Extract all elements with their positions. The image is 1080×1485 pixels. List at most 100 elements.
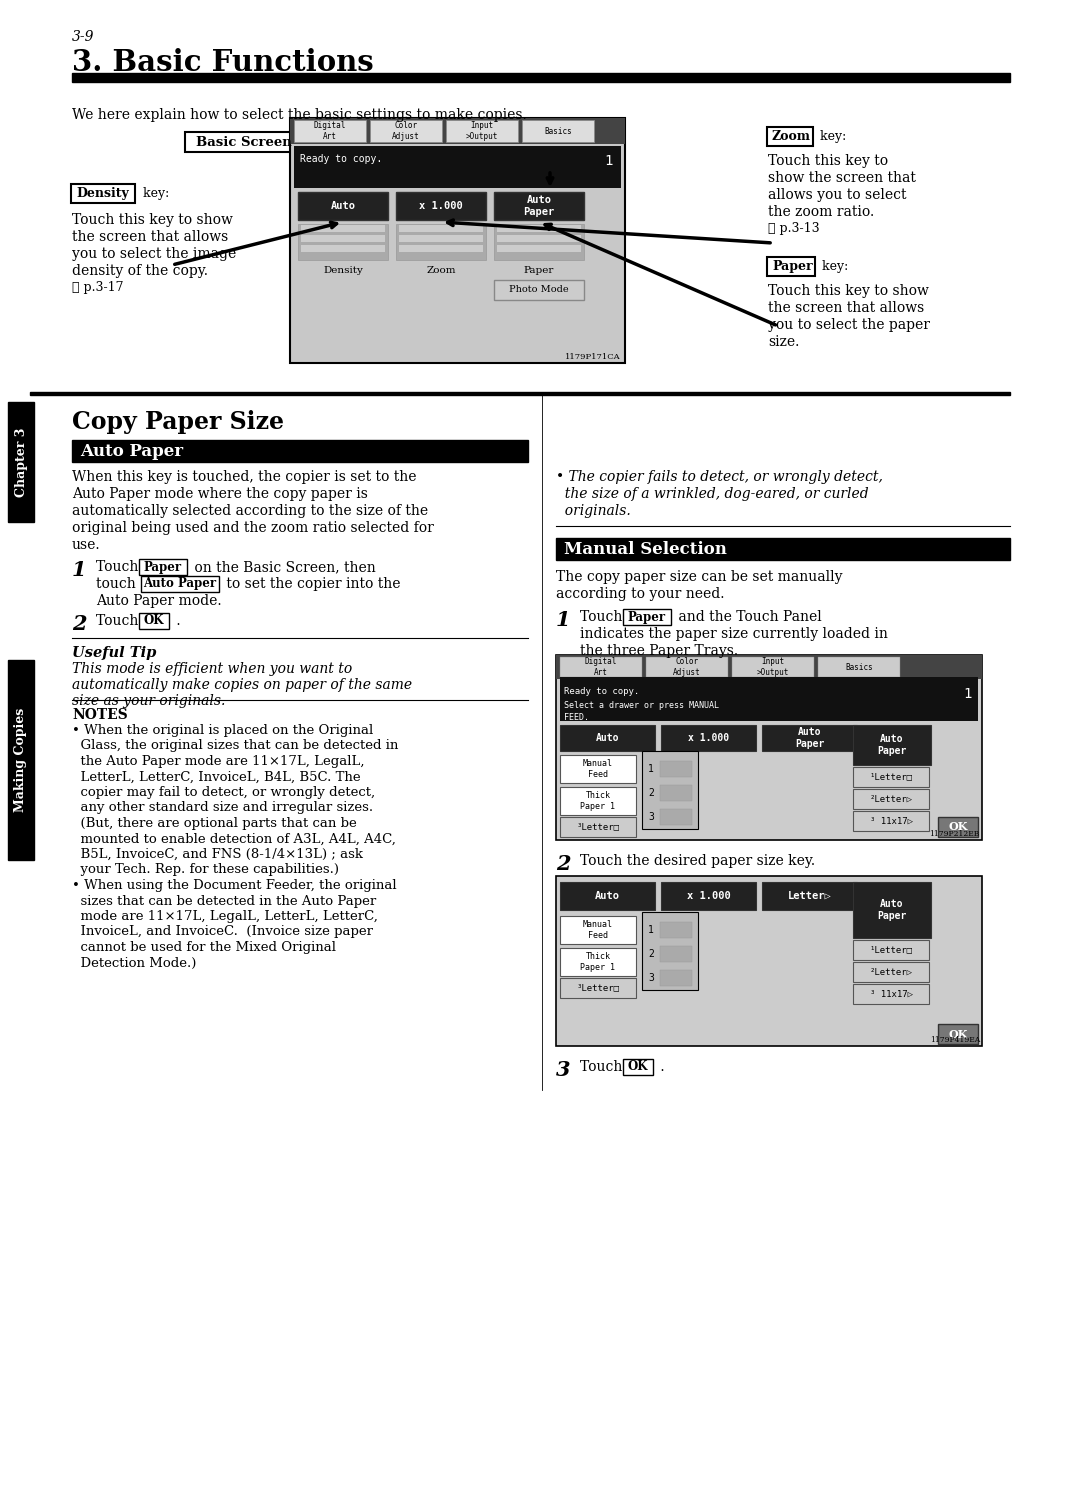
Bar: [660, 809, 692, 826]
Text: mode are 11×17L, LegalL, LetterL, LetterC,: mode are 11×17L, LegalL, LetterL, Letter…: [72, 910, 378, 924]
Text: indicates the paper size currently loaded in: indicates the paper size currently loade…: [580, 627, 888, 642]
Text: and the Touch Panel: and the Touch Panel: [674, 610, 822, 624]
Bar: [660, 786, 692, 800]
Text: Auto Paper mode.: Auto Paper mode.: [96, 594, 221, 607]
Text: you to select the image: you to select the image: [72, 247, 237, 261]
Text: use.: use.: [72, 538, 100, 552]
Text: the size of a wrinkled, dog-eared, or curled: the size of a wrinkled, dog-eared, or cu…: [556, 487, 868, 500]
Bar: [497, 235, 581, 242]
Text: Glass, the original sizes that can be detected in: Glass, the original sizes that can be de…: [72, 740, 399, 753]
Text: 1: 1: [963, 688, 972, 701]
Text: 1179P212EB: 1179P212EB: [930, 830, 980, 838]
Text: automatically selected according to the size of the: automatically selected according to the …: [72, 503, 428, 518]
Text: Auto: Auto: [595, 891, 620, 901]
Bar: [497, 245, 581, 252]
Text: Touch the desired paper size key.: Touch the desired paper size key.: [580, 854, 815, 869]
Text: Copy Paper Size: Copy Paper Size: [72, 410, 284, 434]
Text: This mode is efficient when you want to: This mode is efficient when you want to: [72, 662, 352, 676]
Text: Thick
Paper 1: Thick Paper 1: [581, 952, 616, 971]
Text: Density: Density: [76, 187, 129, 200]
Bar: [660, 922, 692, 939]
Text: ²Letter▷: ²Letter▷: [869, 968, 913, 977]
Text: Basics: Basics: [846, 662, 873, 671]
Text: 1: 1: [605, 154, 613, 168]
Bar: [561, 677, 978, 722]
FancyBboxPatch shape: [494, 192, 584, 220]
Text: 3: 3: [648, 812, 653, 823]
FancyBboxPatch shape: [561, 725, 654, 751]
Text: Auto
Paper: Auto Paper: [524, 195, 555, 217]
Bar: [561, 656, 642, 677]
Bar: [522, 120, 594, 143]
Text: Color
Adjust: Color Adjust: [392, 122, 420, 141]
FancyBboxPatch shape: [561, 882, 654, 910]
FancyBboxPatch shape: [71, 184, 135, 203]
Text: Auto
Paper: Auto Paper: [795, 728, 824, 748]
Text: OK: OK: [948, 1029, 968, 1040]
Text: Manual Selection: Manual Selection: [564, 541, 727, 557]
FancyBboxPatch shape: [298, 192, 388, 220]
FancyBboxPatch shape: [762, 882, 858, 910]
FancyBboxPatch shape: [661, 882, 756, 910]
Text: 3: 3: [648, 973, 653, 983]
Text: Digital
Art: Digital Art: [314, 122, 347, 141]
Text: size.: size.: [768, 336, 799, 349]
Text: the screen that allows: the screen that allows: [768, 301, 924, 315]
Text: ³ 11x17▷: ³ 11x17▷: [869, 817, 913, 826]
Text: Zoom: Zoom: [427, 266, 456, 275]
Bar: [556, 538, 1010, 560]
Text: sizes that can be detected in the Auto Paper: sizes that can be detected in the Auto P…: [72, 894, 376, 907]
Text: .: .: [656, 1060, 664, 1074]
Text: • The copier fails to detect, or wrongly detect,: • The copier fails to detect, or wrongly…: [556, 469, 882, 484]
FancyBboxPatch shape: [853, 882, 931, 939]
Text: Auto: Auto: [596, 734, 619, 742]
Text: 3. Basic Functions: 3. Basic Functions: [72, 48, 374, 77]
Text: • When using the Document Feeder, the original: • When using the Document Feeder, the or…: [72, 879, 396, 892]
Text: 2: 2: [648, 949, 653, 959]
Bar: [399, 245, 483, 252]
Text: Paper: Paper: [524, 266, 554, 275]
Bar: [642, 751, 698, 829]
Text: 2: 2: [72, 613, 86, 634]
Text: show the screen that: show the screen that: [768, 171, 916, 186]
FancyBboxPatch shape: [853, 789, 929, 809]
Text: When this key is touched, the copier is set to the: When this key is touched, the copier is …: [72, 469, 417, 484]
Bar: [497, 226, 581, 232]
Text: Manual
Feed: Manual Feed: [583, 759, 613, 778]
Bar: [642, 912, 698, 990]
Text: the zoom ratio.: the zoom ratio.: [768, 205, 874, 218]
Text: OK: OK: [627, 1060, 648, 1074]
Text: OK: OK: [948, 821, 968, 833]
Text: Input
>Output: Input >Output: [465, 122, 498, 141]
FancyBboxPatch shape: [853, 811, 929, 832]
Text: Photo Mode: Photo Mode: [509, 285, 569, 294]
Bar: [298, 224, 388, 260]
Text: LetterL, LetterC, InvoiceL, B4L, B5C. The: LetterL, LetterC, InvoiceL, B4L, B5C. Th…: [72, 771, 361, 784]
Text: • When the original is placed on the Original: • When the original is placed on the Ori…: [72, 725, 374, 737]
Text: x 1.000: x 1.000: [419, 200, 463, 211]
Text: (But, there are optional parts that can be: (But, there are optional parts that can …: [72, 817, 356, 830]
Text: Paper: Paper: [772, 260, 812, 273]
Text: Auto Paper mode where the copy paper is: Auto Paper mode where the copy paper is: [72, 487, 368, 500]
FancyBboxPatch shape: [185, 132, 303, 151]
Text: 1: 1: [556, 610, 570, 630]
Bar: [72, 440, 528, 462]
FancyBboxPatch shape: [396, 192, 486, 220]
Text: Auto: Auto: [330, 200, 355, 211]
Text: Useful Tip: Useful Tip: [72, 646, 157, 659]
Text: Color
Adjust: Color Adjust: [673, 658, 701, 677]
Text: ☞ p.3-13: ☞ p.3-13: [768, 221, 820, 235]
Bar: [556, 655, 982, 679]
Text: automatically make copies on paper of the same: automatically make copies on paper of th…: [72, 679, 413, 692]
Text: key:: key:: [139, 187, 170, 200]
Bar: [732, 656, 814, 677]
Text: touch: touch: [96, 578, 140, 591]
Text: ¹Letter□: ¹Letter□: [869, 772, 913, 781]
Text: We here explain how to select the basic settings to make copies.: We here explain how to select the basic …: [72, 108, 527, 122]
Text: 1179P171CA: 1179P171CA: [565, 353, 621, 361]
Bar: [301, 235, 384, 242]
FancyBboxPatch shape: [561, 947, 636, 976]
Bar: [494, 224, 584, 260]
Bar: [30, 392, 1010, 395]
Bar: [446, 120, 518, 143]
